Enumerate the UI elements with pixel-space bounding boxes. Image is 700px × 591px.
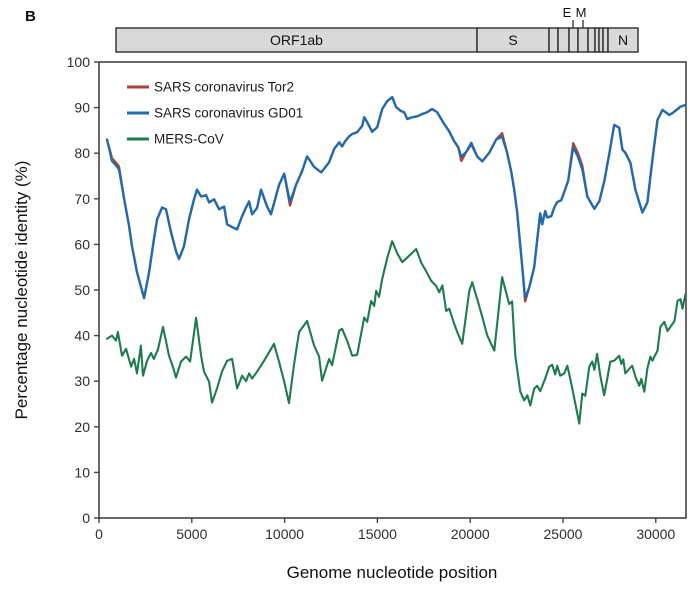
- gene-segment: [587, 27, 596, 53]
- plot-frame: [98, 61, 687, 519]
- gene-segment: [548, 27, 559, 53]
- x-tick-label: 15000: [358, 526, 397, 542]
- legend-label-tor2: SARS coronavirus Tor2: [154, 80, 294, 95]
- x-tick-label: 0: [95, 526, 103, 542]
- y-tick-label: 100: [67, 54, 91, 70]
- x-tick-label: 10000: [265, 526, 304, 542]
- gene-segment-orf1ab: [115, 27, 478, 53]
- x-tick-label: 25000: [544, 526, 583, 542]
- x-tick-label: 20000: [451, 526, 490, 542]
- series-lines: [105, 95, 687, 425]
- gene-segment: [577, 27, 589, 53]
- x-axis-ticks: 0 5000 10000 15000 20000 25000 30000: [95, 518, 675, 542]
- y-axis-title: Percentage nucleotide identity (%): [12, 161, 31, 420]
- y-tick-label: 20: [74, 419, 90, 435]
- gene-segment: [568, 27, 579, 53]
- legend-label-mers: MERS-CoV: [154, 132, 224, 147]
- gene-label-n: N: [618, 32, 628, 48]
- genome-map: ORF1ab S N E M: [115, 5, 639, 53]
- x-tick-label: 30000: [636, 526, 675, 542]
- series-line-2: [105, 240, 687, 425]
- series-line-1: [105, 95, 687, 300]
- legend-label-gd01: SARS coronavirus GD01: [154, 106, 303, 121]
- gene-callout-label-e: E: [563, 5, 572, 20]
- x-tick-label: 5000: [176, 526, 207, 542]
- x-axis-title: Genome nucleotide position: [287, 563, 498, 582]
- y-tick-label: 50: [74, 282, 90, 298]
- y-tick-label: 70: [74, 191, 90, 207]
- gene-segment: [602, 27, 609, 53]
- y-tick-label: 10: [74, 464, 90, 480]
- y-tick-label: 30: [74, 373, 90, 389]
- gene-segment: [557, 27, 570, 53]
- y-tick-label: 40: [74, 328, 90, 344]
- gene-callout-label-m: M: [576, 5, 587, 20]
- y-tick-label: 60: [74, 236, 90, 252]
- y-tick-label: 0: [82, 510, 90, 526]
- legend: SARS coronavirus Tor2 SARS coronavirus G…: [127, 80, 303, 147]
- gene-label-orf1ab: ORF1ab: [270, 32, 323, 48]
- y-axis-ticks: 0 10 20 30 40 50 60 70 80 90 100: [67, 54, 99, 526]
- y-tick-label: 90: [74, 100, 90, 116]
- gene-segment-n: [607, 27, 639, 53]
- gene-label-s: S: [508, 32, 517, 48]
- gene-segment-s: [476, 27, 550, 53]
- panel-label: B: [25, 8, 36, 25]
- y-tick-label: 80: [74, 145, 90, 161]
